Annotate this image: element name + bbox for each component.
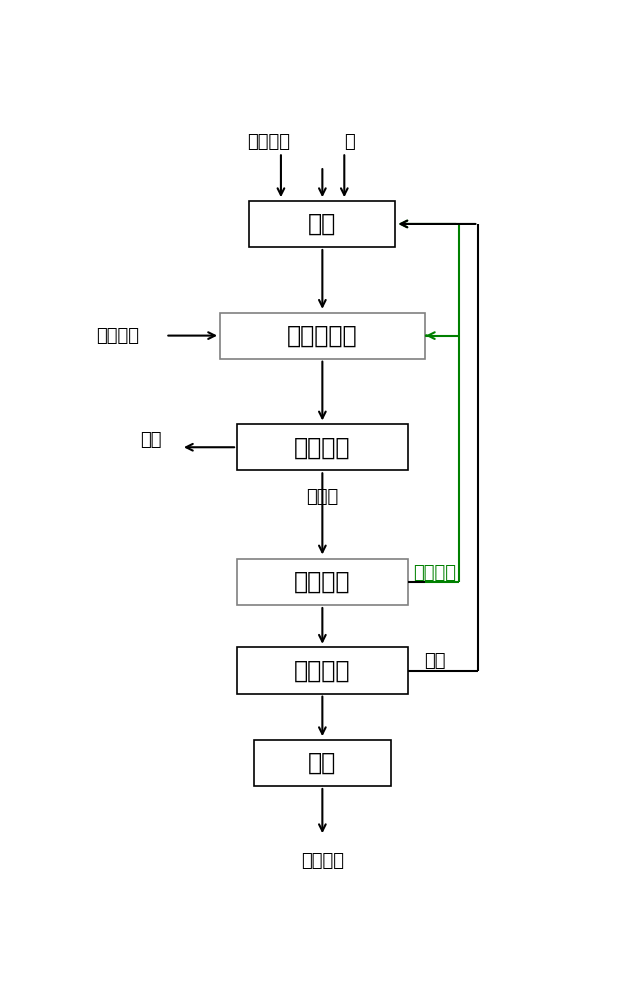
Bar xyxy=(237,424,408,470)
Bar xyxy=(220,312,425,359)
Text: 重镁液: 重镁液 xyxy=(306,488,338,506)
Text: 高压碳酸化: 高压碳酸化 xyxy=(287,324,358,348)
Text: 二氧化碳: 二氧化碳 xyxy=(413,564,456,582)
Text: 固液分离: 固液分离 xyxy=(294,435,350,459)
Bar xyxy=(237,647,408,694)
Text: 混合: 混合 xyxy=(308,212,337,236)
Text: 固液分离: 固液分离 xyxy=(294,659,350,683)
Text: 减压分解: 减压分解 xyxy=(294,570,350,594)
Text: 富镁产物: 富镁产物 xyxy=(301,852,344,870)
Text: 干燥: 干燥 xyxy=(308,751,337,775)
Bar xyxy=(254,740,391,786)
Text: 液体: 液体 xyxy=(424,652,445,670)
Text: 二氧化碳: 二氧化碳 xyxy=(96,327,139,345)
Text: 含镁原料: 含镁原料 xyxy=(247,133,290,151)
Bar xyxy=(249,201,396,247)
Bar xyxy=(237,559,408,605)
Text: 废渣: 废渣 xyxy=(140,431,162,449)
Text: 水: 水 xyxy=(344,133,355,151)
